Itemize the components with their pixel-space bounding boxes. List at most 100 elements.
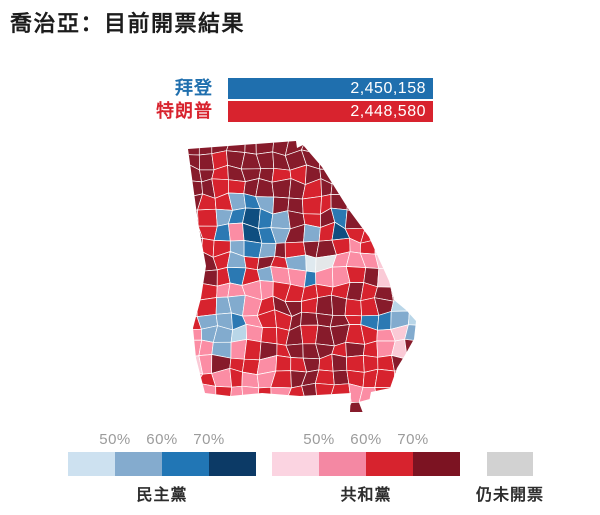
legend-democrat: 50% 60% 70% 民主黨 [68, 431, 256, 504]
legend-tick: 50% [99, 431, 131, 448]
county-cell [258, 242, 277, 259]
vote-bar: 2,450,158 [228, 78, 433, 99]
county-cell [390, 296, 410, 312]
legend-swatch [366, 452, 413, 476]
county-cell [345, 266, 367, 283]
candidate-name: 特朗普 [156, 100, 213, 121]
county-cell [260, 326, 278, 345]
county-cell [196, 382, 217, 403]
county-cell [330, 397, 352, 412]
county-cell [315, 369, 335, 386]
county-cell [226, 141, 246, 153]
county-cell [332, 369, 350, 386]
legend-swatch [115, 452, 162, 476]
legend-swatch [272, 452, 319, 476]
county-cell [188, 328, 203, 341]
vote-count: 2,450,158 [350, 80, 426, 97]
legend-tick: 70% [193, 431, 225, 448]
county-cell [377, 267, 392, 288]
county-cell [330, 178, 352, 196]
legend-tick: 60% [146, 431, 178, 448]
county-cell [346, 401, 364, 412]
county-mosaic [188, 141, 416, 412]
county-cell [274, 242, 286, 259]
county-cell [257, 386, 272, 401]
county-cell [271, 178, 292, 199]
vote-count: 2,448,580 [350, 102, 426, 120]
page-title: 喬治亞：目前開票結果 [10, 11, 246, 36]
legend-swatch [413, 452, 460, 476]
county-cell [360, 207, 381, 229]
county-cell [188, 382, 203, 403]
county-cell [245, 324, 263, 343]
result-row: 特朗普 2,448,580 [0, 100, 600, 122]
county-cell [241, 385, 260, 401]
county-cell [345, 342, 366, 358]
legend-swatch [209, 452, 256, 476]
county-cell [228, 222, 245, 242]
county-cell [408, 296, 416, 316]
county-cell [196, 297, 217, 317]
county-cell [389, 252, 410, 269]
county-cell [391, 355, 409, 372]
legend-swatch [162, 452, 209, 476]
county-cell [188, 251, 203, 274]
legend-tick: 60% [350, 431, 382, 448]
county-cell [197, 208, 218, 227]
legend-republican-label: 共和黨 [340, 487, 392, 504]
county-cell [243, 339, 262, 361]
county-cell [374, 239, 394, 258]
vote-bar: 2,448,580 [228, 100, 433, 122]
results-bar-chart: 拜登 2,450,158 特朗普 2,448,580 [0, 78, 600, 124]
county-cell [390, 286, 410, 302]
county-cell [300, 324, 319, 345]
county-cell [198, 141, 213, 156]
county-cell [389, 267, 410, 288]
county-cell [407, 354, 416, 371]
county-cell [302, 195, 322, 215]
county-cell [331, 353, 348, 372]
county-cell [215, 386, 233, 403]
county-cell [404, 338, 416, 360]
county-cell [374, 387, 396, 401]
county-cell [244, 141, 257, 155]
county-cell [330, 294, 347, 316]
legend-republican: 50% 60% 70% 共和黨 [272, 431, 460, 504]
county-cell [374, 224, 391, 243]
county-cell [315, 294, 334, 316]
county-cell [303, 223, 321, 243]
county-cell [197, 269, 218, 287]
legend-republican-ticks: 50% 60% 70% [272, 431, 460, 449]
result-row: 拜登 2,450,158 [0, 78, 600, 99]
county-cell [330, 194, 348, 211]
county-cell [315, 382, 335, 401]
county-cell [374, 368, 396, 389]
county-cell [188, 209, 199, 228]
county-cell [394, 369, 410, 389]
legend-democrat-ticks: 50% 60% 70% [68, 431, 256, 449]
legend-tick: 50% [303, 431, 335, 448]
county-cell [389, 238, 410, 258]
legend-tick: 70% [397, 431, 429, 448]
county-cell [305, 254, 317, 273]
county-cell [408, 310, 416, 326]
county-cell [188, 294, 198, 317]
county-cell [188, 141, 200, 156]
county-cell [346, 355, 365, 373]
county-cell [330, 169, 352, 185]
legend-republican-swatches [272, 452, 460, 476]
county-cell [188, 237, 203, 254]
legend-democrat-label: 民主黨 [136, 487, 188, 504]
county-cell [408, 286, 416, 302]
county-cell [255, 141, 275, 155]
county-cell [270, 386, 292, 399]
candidate-name: 拜登 [175, 78, 213, 98]
county-cell [330, 383, 352, 403]
legend-swatch [319, 452, 366, 476]
county-cell [344, 209, 366, 230]
legend-democrat-swatches [68, 452, 256, 476]
county-cell [188, 280, 199, 301]
county-cell [318, 141, 335, 155]
county-cell [344, 298, 363, 317]
